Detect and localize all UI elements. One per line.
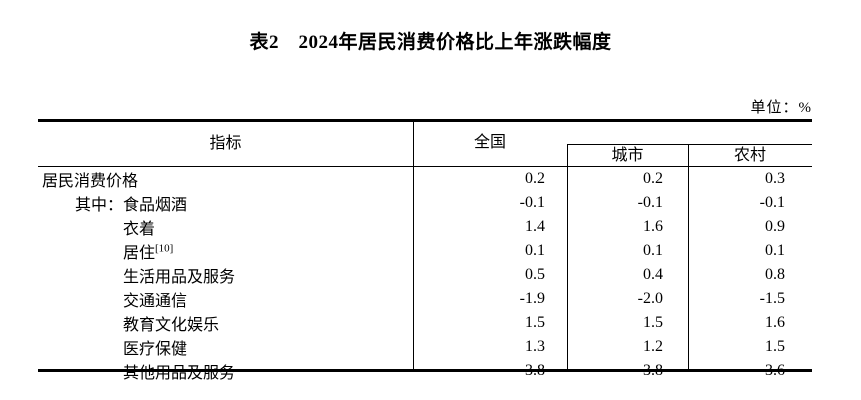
table-row: 其他用品及服务 3.8 3.8 3.6 bbox=[38, 359, 812, 383]
table-row: 衣着 1.4 1.6 0.9 bbox=[38, 215, 812, 239]
indicator-prefix: 其中： bbox=[75, 197, 124, 214]
value-national: 1.3 bbox=[525, 338, 545, 355]
indicator-label: 衣着 bbox=[123, 221, 156, 238]
value-urban: 1.5 bbox=[643, 314, 663, 331]
indicator-cell: 居住[10] bbox=[38, 239, 413, 263]
table-row: 医疗保健 1.3 1.2 1.5 bbox=[38, 335, 812, 359]
value-urban: 1.6 bbox=[643, 218, 663, 235]
indicator-label: 居住 bbox=[123, 245, 156, 262]
value-rural: 3.6 bbox=[765, 362, 785, 379]
column-header-urban: 城市 bbox=[611, 147, 644, 164]
subheader-top-rule bbox=[567, 144, 812, 145]
value-national: 0.2 bbox=[525, 170, 545, 187]
value-national: 0.5 bbox=[525, 266, 545, 283]
indicator-cell: 衣着 bbox=[38, 215, 413, 239]
indicator-label: 生活用品及服务 bbox=[123, 269, 236, 286]
table-row: 交通通信 -1.9 -2.0 -1.5 bbox=[38, 287, 812, 311]
indicator-cell: 交通通信 bbox=[38, 287, 413, 311]
table-row: 其中：食品烟酒 -0.1 -0.1 -0.1 bbox=[38, 191, 812, 215]
table-title: 表2 2024年居民消费价格比上年涨跌幅度 bbox=[249, 32, 612, 53]
indicator-cell: 医疗保健 bbox=[38, 335, 413, 359]
indicator-cell: 居民消费价格 bbox=[38, 167, 413, 191]
divider-urban-rural bbox=[688, 144, 689, 369]
value-rural: 0.1 bbox=[765, 242, 785, 259]
indicator-cell: 其中：食品烟酒 bbox=[38, 191, 413, 215]
value-rural: 1.6 bbox=[765, 314, 785, 331]
indicator-label: 教育文化娱乐 bbox=[123, 317, 220, 334]
value-urban: 1.2 bbox=[643, 338, 663, 355]
value-national: -1.9 bbox=[519, 290, 545, 307]
value-national: 1.4 bbox=[525, 218, 545, 235]
indicator-cell: 教育文化娱乐 bbox=[38, 311, 413, 335]
unit-label: 单位：% bbox=[750, 100, 812, 116]
indicator-label: 食品烟酒 bbox=[123, 197, 188, 214]
value-urban: -0.1 bbox=[637, 194, 663, 211]
column-header-national: 全国 bbox=[473, 134, 506, 151]
value-urban: 0.4 bbox=[643, 266, 663, 283]
value-rural: 0.8 bbox=[765, 266, 785, 283]
value-national: 3.8 bbox=[525, 362, 545, 379]
indicator-cell: 生活用品及服务 bbox=[38, 263, 413, 287]
value-urban: 0.1 bbox=[643, 242, 663, 259]
divider-indicator-national bbox=[413, 122, 414, 369]
column-header-indicator: 指标 bbox=[209, 135, 242, 152]
value-rural: -1.5 bbox=[759, 290, 785, 307]
value-rural: 0.9 bbox=[765, 218, 785, 235]
table-row: 居住[10] 0.1 0.1 0.1 bbox=[38, 239, 812, 263]
table-row: 居民消费价格 0.2 0.2 0.3 bbox=[38, 167, 812, 191]
value-urban: 3.8 bbox=[643, 362, 663, 379]
value-urban: -2.0 bbox=[637, 290, 663, 307]
value-national: -0.1 bbox=[519, 194, 545, 211]
indicator-label: 居民消费价格 bbox=[42, 173, 139, 190]
value-urban: 0.2 bbox=[643, 170, 663, 187]
cpi-table: 指标 全国 城市 农村 居民消费价格 0.2 0.2 0.3 其中：食品烟酒 -… bbox=[38, 119, 812, 382]
value-national: 0.1 bbox=[525, 242, 545, 259]
table-row: 教育文化娱乐 1.5 1.5 1.6 bbox=[38, 311, 812, 335]
footnote-marker: [10] bbox=[155, 242, 174, 255]
table-body: 居民消费价格 0.2 0.2 0.3 其中：食品烟酒 -0.1 -0.1 -0.… bbox=[38, 167, 812, 382]
indicator-cell: 其他用品及服务 bbox=[38, 359, 413, 383]
table-row: 生活用品及服务 0.5 0.4 0.8 bbox=[38, 263, 812, 287]
header-bottom-rule bbox=[38, 166, 812, 167]
divider-national-urban bbox=[567, 144, 568, 369]
indicator-label: 医疗保健 bbox=[123, 341, 188, 358]
indicator-label: 其他用品及服务 bbox=[123, 365, 236, 382]
value-rural: 1.5 bbox=[765, 338, 785, 355]
indicator-label: 交通通信 bbox=[123, 293, 188, 310]
value-rural: -0.1 bbox=[759, 194, 785, 211]
value-national: 1.5 bbox=[525, 314, 545, 331]
column-header-rural: 农村 bbox=[733, 147, 766, 164]
value-rural: 0.3 bbox=[765, 170, 785, 187]
